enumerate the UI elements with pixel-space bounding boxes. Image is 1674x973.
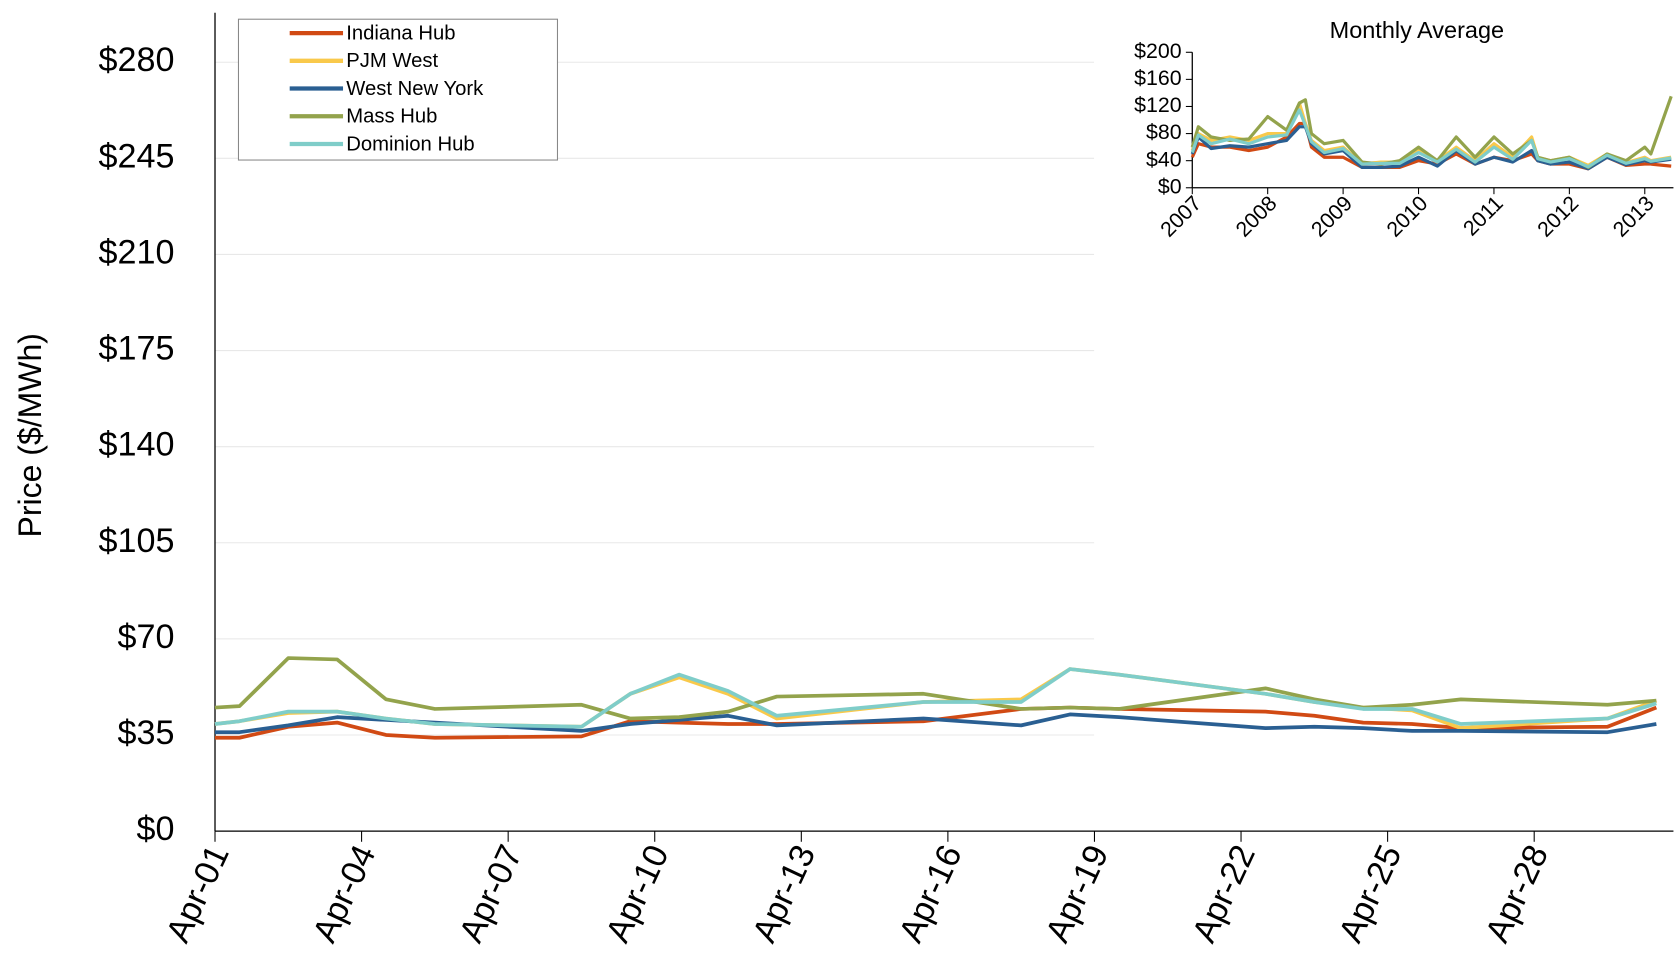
legend-label: West New York — [346, 78, 484, 100]
y-tick-label: $35 — [118, 714, 175, 752]
series-line — [214, 667, 1657, 729]
x-tick-label: Apr-01 — [159, 839, 237, 948]
y-axis-label: Price ($/MWh) — [12, 333, 48, 537]
y-tick-label: $0 — [136, 810, 174, 848]
x-tick-label: Apr-07 — [452, 839, 530, 948]
x-tick-label: Apr-10 — [599, 839, 677, 948]
x-tick-label: Apr-13 — [745, 839, 823, 948]
y-tick-label: $105 — [99, 522, 175, 560]
y-tick-label: $280 — [99, 41, 175, 79]
y-tick-label: $40 — [1146, 147, 1182, 171]
y-tick-label: $200 — [1134, 39, 1182, 63]
series-line — [214, 656, 1657, 721]
y-tick-label: $0 — [1158, 174, 1182, 198]
series-line — [1190, 108, 1672, 169]
series-line — [215, 712, 1657, 735]
y-tick-label: $210 — [99, 233, 175, 271]
legend-label: Mass Hub — [346, 106, 437, 128]
legend-label: PJM West — [346, 50, 438, 72]
y-tick-label: $175 — [99, 330, 175, 368]
y-tick-label: $120 — [1134, 93, 1182, 117]
y-tick-label: $245 — [99, 137, 175, 175]
y-tick-label: $140 — [99, 426, 175, 464]
y-tick-label: $80 — [1146, 120, 1182, 144]
x-tick-label: Apr-28 — [1478, 839, 1556, 948]
x-tick-label: Apr-25 — [1332, 839, 1410, 948]
legend-label: Dominion Hub — [346, 133, 474, 155]
x-tick-label: Apr-16 — [892, 839, 970, 948]
x-tick-label: Apr-22 — [1185, 839, 1263, 948]
chart-title: Monthly Average — [1330, 17, 1504, 43]
x-tick-label: Apr-04 — [306, 839, 384, 948]
y-tick-label: $70 — [118, 618, 175, 656]
x-tick-label: Apr-19 — [1039, 839, 1117, 948]
y-tick-label: $160 — [1134, 66, 1182, 90]
legend-label: Indiana Hub — [346, 22, 455, 44]
